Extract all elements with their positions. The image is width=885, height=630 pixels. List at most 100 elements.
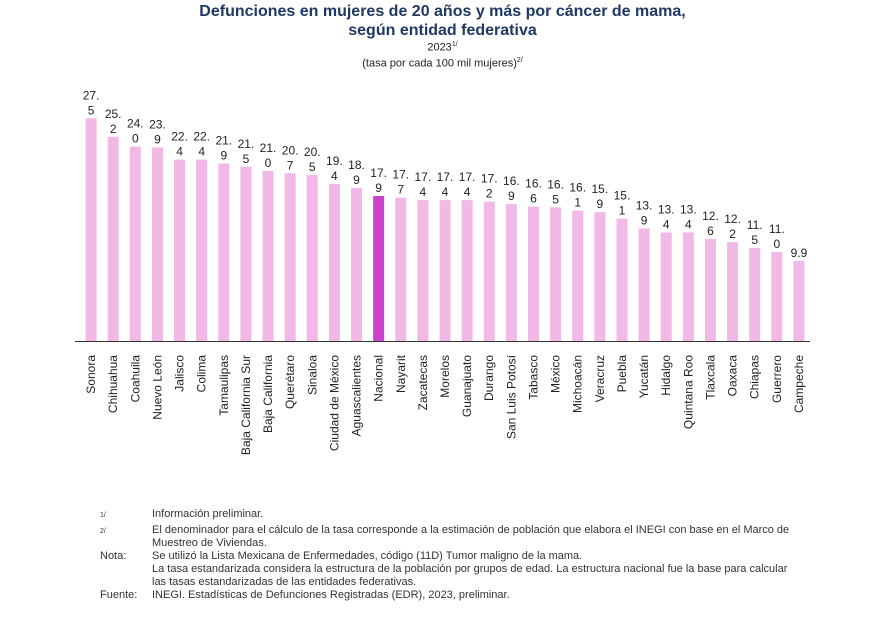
category-label: Sinaloa xyxy=(305,355,319,395)
category-label: Ciudad de México xyxy=(327,355,341,451)
year-text: 2023 xyxy=(427,41,452,54)
data-label: 9.9 xyxy=(791,246,808,260)
data-label: 17. xyxy=(481,172,498,186)
data-label: 15. xyxy=(592,182,609,196)
bar xyxy=(85,118,97,341)
bar xyxy=(638,228,650,341)
footnote-label: 1/ xyxy=(100,512,106,519)
data-label: 4 xyxy=(663,217,670,231)
bar-chart: 27.5Sonora25.2Chihuahua24.0Coahuila23.9N… xyxy=(75,88,810,455)
bar xyxy=(417,200,429,341)
chart-title-line1: Defunciones en mujeres de 20 años y más … xyxy=(199,3,686,20)
data-label: 6 xyxy=(530,192,537,206)
category-label: Chihuahua xyxy=(106,355,120,413)
data-label: 13. xyxy=(636,198,653,212)
data-label: 9 xyxy=(220,149,227,163)
note-text: Se utilizó la Lista Mexicana de Enfermed… xyxy=(152,550,583,562)
bar xyxy=(550,207,562,341)
data-label: 21. xyxy=(215,134,232,148)
data-label: 11. xyxy=(769,222,785,236)
bar xyxy=(439,200,451,341)
data-label: 4 xyxy=(442,185,449,199)
category-label: Durango xyxy=(482,355,496,401)
footnote-1: 1/ Información preliminar. xyxy=(100,508,800,522)
chart-year: 20231/ xyxy=(0,41,885,54)
bar xyxy=(351,187,363,341)
category-label: Oaxaca xyxy=(726,355,740,397)
source-label: Fuente: xyxy=(100,589,138,601)
category-label: San Luis Potosí xyxy=(504,354,518,439)
data-label: 12. xyxy=(724,212,741,226)
footnotes: 1/ Información preliminar. 2/ El denomin… xyxy=(100,508,800,602)
data-label: 5 xyxy=(243,152,250,166)
bar xyxy=(704,238,716,341)
bar xyxy=(483,201,495,341)
data-label: 9 xyxy=(375,181,382,195)
category-label: Jalisco xyxy=(173,355,187,392)
bar xyxy=(771,251,783,341)
category-label: Veracruz xyxy=(593,355,607,402)
chart-title-line2: según entidad federativa xyxy=(348,22,537,39)
data-label: 2 xyxy=(486,187,493,201)
data-label: 5 xyxy=(309,160,316,174)
bar xyxy=(373,196,385,341)
bar xyxy=(461,200,473,341)
data-label: 16. xyxy=(569,181,586,195)
bar xyxy=(151,147,163,341)
category-label: Yucatán xyxy=(637,355,651,398)
data-label: 17. xyxy=(415,170,432,184)
data-label: 25. xyxy=(105,107,122,121)
category-label: Colima xyxy=(195,355,209,393)
bar xyxy=(284,173,296,341)
category-label: Baja California Sur xyxy=(239,355,253,455)
footnote-text: Información preliminar. xyxy=(152,508,264,520)
units-text: (tasa por cada 100 mil mujeres) xyxy=(362,57,517,70)
data-label: 17. xyxy=(370,166,387,180)
category-label: Guanajuato xyxy=(460,355,474,417)
data-label: 9 xyxy=(353,173,360,187)
data-label: 16. xyxy=(525,177,542,191)
category-label: Sonora xyxy=(84,355,98,394)
category-label: Tabasco xyxy=(526,355,540,400)
category-label: Guerrero xyxy=(770,355,784,403)
data-label: 12. xyxy=(702,209,719,223)
data-label: 0 xyxy=(132,132,139,146)
category-label: Coahuila xyxy=(128,355,142,403)
bar xyxy=(107,136,119,341)
bar xyxy=(395,197,407,341)
bar xyxy=(749,247,761,341)
note-1: Nota: Se utilizó la Lista Mexicana de En… xyxy=(100,550,800,563)
data-label: 6 xyxy=(707,224,714,238)
footnote-text: El denominador para el cálculo de la tas… xyxy=(152,524,790,549)
bar xyxy=(240,166,252,341)
footnote-2: 2/ El denominador para el cálculo de la … xyxy=(100,524,800,550)
data-label: 24. xyxy=(127,117,144,131)
data-label: 22. xyxy=(171,130,188,144)
category-label: Chiapas xyxy=(748,355,762,399)
data-label: 13. xyxy=(680,202,697,216)
bar xyxy=(527,206,539,341)
data-label: 2 xyxy=(110,122,117,136)
data-label: 17. xyxy=(459,170,476,184)
note-label xyxy=(100,563,152,589)
bar xyxy=(306,174,318,341)
data-label: 4 xyxy=(685,217,692,231)
category-label: México xyxy=(549,355,563,393)
category-label: Aguascalientes xyxy=(350,355,364,436)
data-label: 1 xyxy=(574,196,581,210)
data-label: 7 xyxy=(287,158,294,172)
bar xyxy=(793,260,805,341)
data-label: 9 xyxy=(597,197,604,211)
category-label: Nayarit xyxy=(394,354,408,393)
data-label: 4 xyxy=(464,185,471,199)
bar xyxy=(594,212,606,341)
bar xyxy=(174,159,186,341)
bar xyxy=(727,242,739,341)
data-label: 4 xyxy=(176,145,183,159)
category-label: Campeche xyxy=(792,355,806,413)
data-label: 9 xyxy=(641,213,648,227)
note-2: La tasa estandarizada considera la estru… xyxy=(100,563,800,589)
bar xyxy=(196,159,208,341)
category-label: Michoacán xyxy=(571,355,585,413)
source: Fuente: INEGI. Estadísticas de Defuncion… xyxy=(100,589,800,602)
